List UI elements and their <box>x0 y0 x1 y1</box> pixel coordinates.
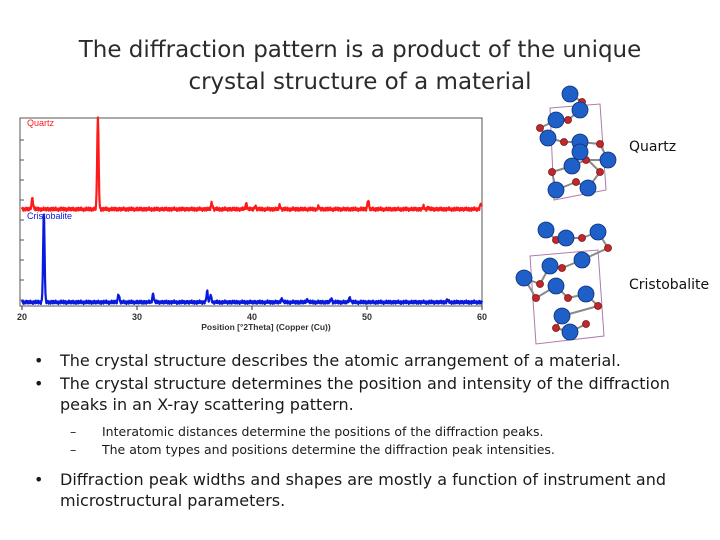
xrd-chart: 20 30 40 50 60 Quartz Cristobalite Position [… <box>17 116 487 332</box>
silicon-atom <box>577 285 595 303</box>
sub-bullet-text: The atom types and positions determine t… <box>102 442 555 457</box>
bullet-marker: • <box>34 470 44 489</box>
dash-marker: – <box>70 424 77 439</box>
oxygen-atom <box>558 264 566 272</box>
oxygen-atom <box>552 324 560 332</box>
oxygen-atom <box>582 320 590 328</box>
silicon-atom <box>563 157 581 175</box>
silicon-atom <box>539 129 557 147</box>
oxygen-atom <box>536 280 544 288</box>
silicon-atom <box>553 307 571 325</box>
series-label-quartz: Quartz <box>27 118 55 128</box>
x-tick-label: 20 <box>17 312 27 322</box>
bullet-text: Diffraction peak widths and shapes are m… <box>60 470 667 510</box>
bullet-text: The crystal structure determines the pos… <box>60 374 670 414</box>
oxygen-atom <box>564 116 572 124</box>
silicon-atom <box>547 277 565 295</box>
silicon-atom <box>557 229 575 247</box>
x-tick-label: 40 <box>247 312 257 322</box>
oxygen-atom <box>596 168 604 176</box>
oxygen-atom <box>578 234 586 242</box>
oxygen-atom <box>532 294 540 302</box>
x-axis: 20 30 40 50 60 <box>17 306 487 322</box>
unit-cell-outline <box>529 249 605 345</box>
cristobalite-label: Cristobalite <box>629 277 710 293</box>
plot-frame <box>19 117 483 307</box>
quartz-structure-image <box>536 85 617 201</box>
quartz-label: Quartz <box>629 139 677 155</box>
silicon-atom <box>537 221 555 239</box>
oxygen-atom <box>548 168 556 176</box>
bullet-item: • The crystal structure determines the p… <box>30 373 710 415</box>
silicon-atom <box>599 151 617 169</box>
x-tick-label: 50 <box>362 312 372 322</box>
silicon-atom <box>573 251 591 269</box>
silicon-atom <box>571 143 589 161</box>
sub-bullet-item: – The atom types and positions determine… <box>70 441 710 459</box>
series-line-quartz <box>20 116 483 213</box>
bullet-item: • The crystal structure describes the at… <box>30 350 710 371</box>
silicon-atom <box>561 323 579 341</box>
silicon-atom <box>515 269 533 287</box>
silicon-atom <box>579 179 597 197</box>
silicon-atom <box>589 223 607 241</box>
series-line-cristobalite <box>20 213 484 306</box>
oxygen-atom <box>564 294 572 302</box>
silicon-atom <box>561 85 579 103</box>
oxygen-atom <box>604 244 612 252</box>
oxygen-atom <box>594 302 602 310</box>
bullet-marker: • <box>34 374 44 393</box>
oxygen-atom <box>560 138 568 146</box>
bullet-item: • Diffraction peak widths and shapes are… <box>30 469 710 511</box>
x-tick-label: 30 <box>132 312 142 322</box>
bullet-text: The crystal structure describes the atom… <box>60 351 621 370</box>
oxygen-atom <box>596 140 604 148</box>
series-label-cristobalite: Cristobalite <box>27 211 72 221</box>
silicon-atom <box>571 101 589 119</box>
silicon-atom <box>541 257 559 275</box>
sub-bullet-list: – Interatomic distances determine the po… <box>30 423 710 459</box>
series-layer: Quartz Cristobalite <box>20 116 484 306</box>
dash-marker: – <box>70 442 77 457</box>
silicon-atom <box>547 181 565 199</box>
x-axis-label: Position [°2Theta] (Copper (Cu)) <box>201 322 331 332</box>
x-tick-label: 60 <box>477 312 487 322</box>
sub-bullet-text: Interatomic distances determine the posi… <box>102 424 544 439</box>
bullet-list: • The crystal structure describes the at… <box>30 350 710 513</box>
sub-bullet-item: – Interatomic distances determine the po… <box>70 423 710 441</box>
oxygen-atom <box>572 178 580 186</box>
silicon-atom <box>547 111 565 129</box>
slide-title: The diffraction pattern is a product of … <box>78 37 642 95</box>
oxygen-atom <box>536 124 544 132</box>
bullet-marker: • <box>34 351 44 370</box>
cristobalite-structure-image <box>515 221 612 345</box>
y-ticks <box>20 139 24 301</box>
